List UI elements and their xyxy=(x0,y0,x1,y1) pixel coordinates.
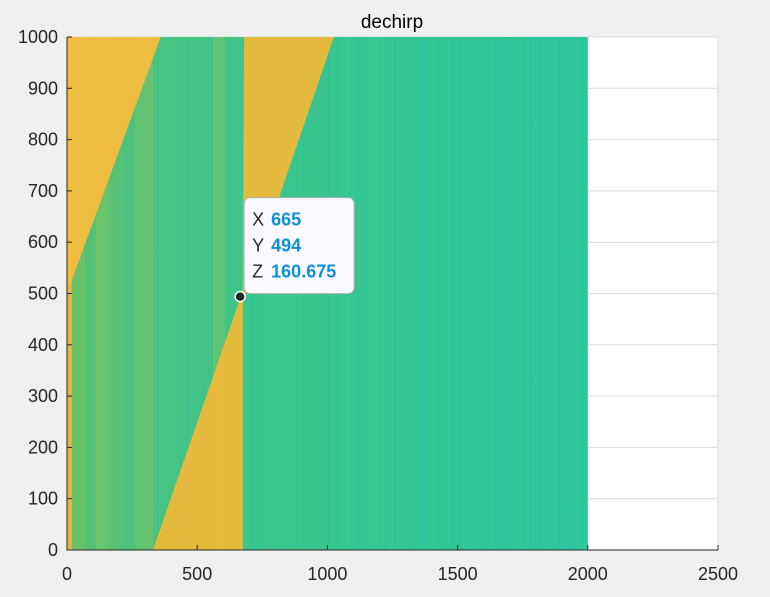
heatmap-streak xyxy=(145,37,153,550)
y-axis-ticks: 0 100 200 300 400 500 600 700 800 900 1000 xyxy=(18,27,72,560)
y-tick-label: 1000 xyxy=(18,27,58,47)
datatip[interactable]: X 665 Y 494 Z 160.675 xyxy=(234,197,355,303)
heatmap-fine-streak xyxy=(510,37,512,550)
y-tick-label: 100 xyxy=(28,489,58,509)
heatmap-streak xyxy=(121,37,135,550)
datatip-x-key: X xyxy=(252,210,264,230)
heatmap-fine-streak xyxy=(385,37,387,550)
y-tick-label: 900 xyxy=(28,78,58,98)
heatmap-fine-streak xyxy=(423,37,425,550)
datatip-z-value: 160.675 xyxy=(271,262,336,282)
y-tick-label: 800 xyxy=(28,130,58,150)
y-tick-label: 0 xyxy=(48,540,58,560)
heatmap-fine-streak xyxy=(549,37,551,550)
y-tick-label: 700 xyxy=(28,181,58,201)
x-tick-label: 0 xyxy=(62,564,72,584)
heatmap-fine-streak xyxy=(520,37,522,550)
heatmap-streak xyxy=(202,37,213,550)
heatmap-fine-streak xyxy=(452,37,454,550)
heatmap-streak xyxy=(134,37,146,550)
heatmap-fine-streak xyxy=(356,37,358,550)
heatmap-fine-streak xyxy=(375,37,377,550)
heatmap-fine-streak xyxy=(433,37,435,550)
datatip-x-value: 665 xyxy=(271,210,301,230)
heatmap-fine-streak xyxy=(481,37,483,550)
heatmap-fine-streak xyxy=(491,37,493,550)
x-tick-label: 2500 xyxy=(698,564,738,584)
heatmap-fine-streak xyxy=(500,37,503,550)
heatmap-fine-streak xyxy=(558,37,560,550)
hot-band-upper-left xyxy=(67,37,161,294)
heatmap-fine-streak xyxy=(539,37,541,550)
datatip-marker[interactable] xyxy=(234,290,246,303)
x-tick-label: 500 xyxy=(182,564,212,584)
y-tick-label: 500 xyxy=(28,284,58,304)
heatmap-fine-streak xyxy=(471,37,474,550)
x-axis-ticks: 0 500 1000 1500 2000 2500 xyxy=(62,545,738,584)
x-tick-label: 1500 xyxy=(438,564,478,584)
datatip-z-key: Z xyxy=(252,262,263,282)
heatmap-fine-streak xyxy=(568,37,570,550)
datatip-y-key: Y xyxy=(252,236,264,256)
heatmap-fine-streak xyxy=(365,37,368,550)
heatmap-streak xyxy=(178,37,190,550)
y-tick-label: 400 xyxy=(28,335,58,355)
heatmap-streak xyxy=(85,37,96,550)
heatmap-fine-streak xyxy=(577,37,580,550)
x-tick-label: 1000 xyxy=(307,564,347,584)
y-tick-label: 600 xyxy=(28,232,58,252)
y-tick-label: 200 xyxy=(28,437,58,457)
datatip-box[interactable] xyxy=(243,197,355,295)
chart-title: dechirp xyxy=(361,12,423,33)
heatmap-fine-streak xyxy=(443,37,445,550)
heatmap-fine-streak xyxy=(414,37,416,550)
x-tick-label: 2000 xyxy=(568,564,608,584)
heatmap-fine-streak xyxy=(587,37,588,550)
datatip-y-value: 494 xyxy=(271,236,301,256)
heatmap-fine-streak xyxy=(462,37,464,550)
y-tick-label: 300 xyxy=(28,386,58,406)
heatmap-fine-streak xyxy=(394,37,397,550)
heatmap-fine-streak xyxy=(404,37,406,550)
heatmap-fine-streak xyxy=(529,37,531,550)
